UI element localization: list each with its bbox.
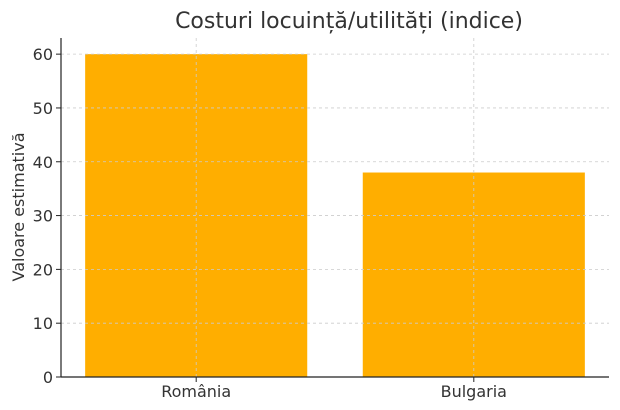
y-tick-label: 50 — [33, 99, 53, 118]
x-tick-label: România — [161, 382, 231, 401]
y-tick-label: 20 — [33, 260, 53, 279]
y-axis-label: Valoare estimativă — [9, 133, 28, 282]
y-tick-label: 30 — [33, 207, 53, 226]
y-tick-label: 40 — [33, 153, 53, 172]
y-tick-label: 10 — [33, 314, 53, 333]
y-tick-label: 0 — [43, 368, 53, 387]
chart-title: Costuri locuință/utilități (indice) — [175, 9, 523, 34]
y-tick-label: 60 — [33, 45, 53, 64]
x-tick-label: Bulgaria — [441, 382, 507, 401]
